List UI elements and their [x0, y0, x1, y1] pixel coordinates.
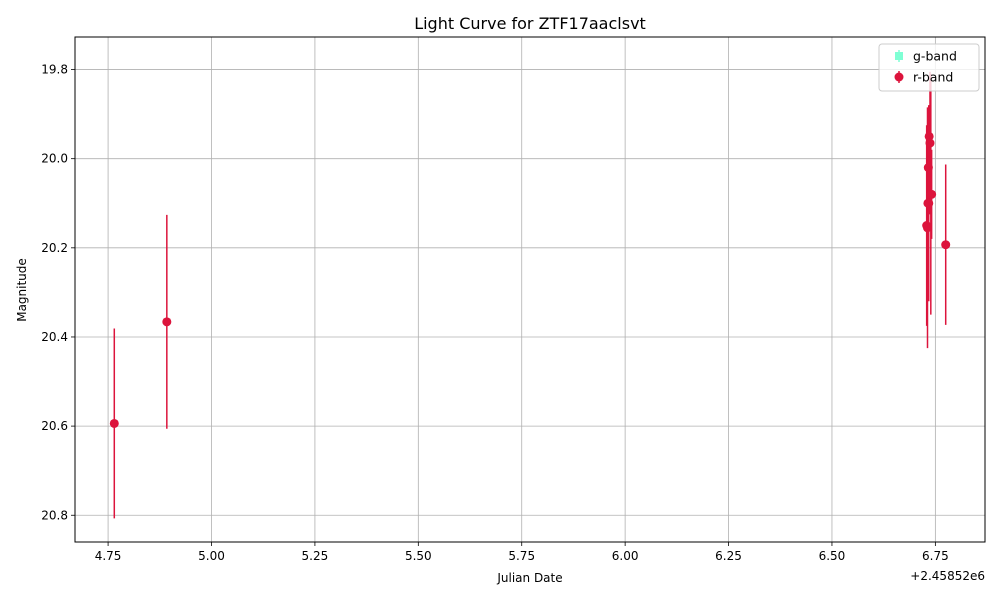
y-tick-label: 20.8 [41, 508, 68, 522]
x-tick-label: 6.25 [715, 549, 742, 563]
legend: g-band r-band [878, 43, 980, 92]
x-tick-label: 6.00 [612, 549, 639, 563]
x-tick-label: 6.50 [819, 549, 846, 563]
data-point [941, 240, 951, 250]
data-point [925, 138, 935, 148]
data-point [109, 418, 119, 428]
grid-lines [75, 37, 985, 542]
chart-title: Light Curve for ZTF17aaclsvt [414, 14, 646, 33]
x-tick-label: 4.75 [95, 549, 122, 563]
x-tick-label: 5.25 [302, 549, 329, 563]
legend-items: g-band r-band [894, 49, 957, 85]
data-point [927, 189, 937, 199]
legend-label-r-band: r-band [913, 70, 953, 85]
x-tick-label: 5.00 [198, 549, 225, 563]
y-tick-label: 20.6 [41, 419, 68, 433]
x-tick-label: 5.75 [508, 549, 535, 563]
legend-label-g-band: g-band [913, 49, 957, 64]
y-axis-label: Magnitude [15, 258, 29, 322]
y-tick-label: 20.0 [41, 152, 68, 166]
y-tick-label: 20.2 [41, 241, 68, 255]
data-point [162, 317, 172, 327]
x-tick-label: 6.75 [922, 549, 949, 563]
legend-marker-r-band [894, 72, 904, 82]
data-points [109, 71, 951, 519]
y-tick-label: 20.4 [41, 330, 68, 344]
x-axis-label: Julian Date [496, 571, 562, 585]
plot-frame [74, 36, 986, 543]
y-tick-label: 19.8 [41, 63, 68, 77]
legend-box [878, 43, 980, 92]
x-tick-label: 5.50 [405, 549, 432, 563]
legend-marker-g-band [895, 52, 903, 60]
series-r-band [109, 71, 951, 519]
axis-ticks: 4.75 5.00 5.25 5.50 5.75 6.00 6.25 6.50 6.75 19.8… [41, 63, 948, 563]
x-axis-offset: +2.45852e6 [910, 569, 985, 583]
